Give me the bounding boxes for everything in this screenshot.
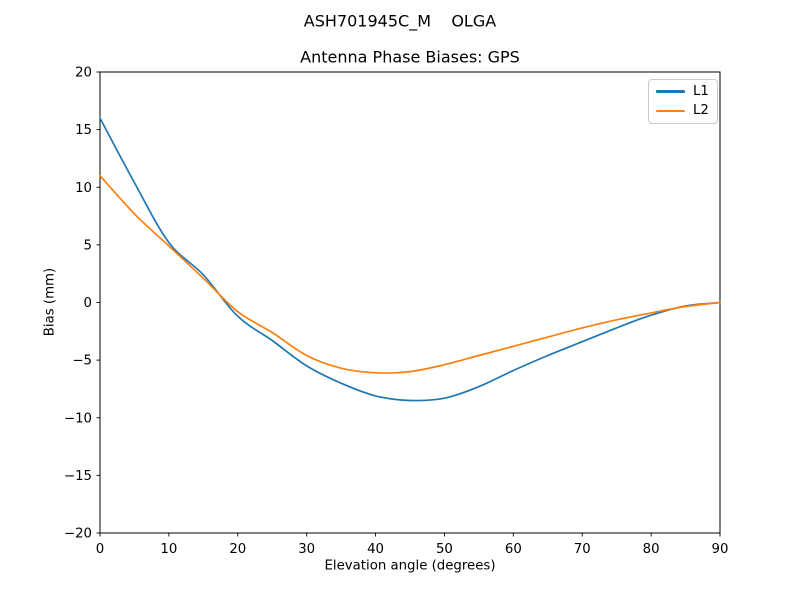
legend-label-l2: L2: [693, 103, 709, 119]
x-tick-label: 0: [96, 542, 104, 557]
axes-title: Antenna Phase Biases: GPS: [300, 47, 520, 67]
legend-label-l1: L1: [693, 84, 709, 99]
x-tick-label: 80: [643, 542, 660, 557]
x-tick-label: 10: [160, 542, 177, 557]
y-axis-label: Bias (mm): [42, 267, 58, 337]
x-tick-label: 40: [367, 542, 384, 557]
y-tick-label: 20: [75, 66, 92, 81]
y-tick-label: −10: [64, 411, 92, 426]
y-tick-label: −5: [72, 354, 92, 369]
x-tick-label: 50: [436, 542, 453, 557]
y-tick-label: 15: [75, 123, 92, 138]
legend-item-l1: L1: [656, 85, 709, 98]
y-tick-label: −15: [64, 469, 92, 484]
x-tick-label: 30: [298, 542, 315, 557]
y-tick-label: 5: [84, 238, 92, 253]
x-tick-label: 20: [229, 542, 246, 557]
l2-curve: [99, 174, 721, 374]
y-tick-label: 0: [84, 296, 92, 311]
x-tick-label: 70: [574, 542, 591, 557]
x-axis-label: Elevation angle (degrees): [324, 558, 496, 574]
x-tick-label: 90: [712, 542, 729, 557]
y-tick-label: −20: [64, 527, 92, 542]
legend: L1 L2: [648, 79, 718, 124]
legend-item-l2: L2: [656, 103, 709, 119]
x-tick-label: 60: [505, 542, 522, 557]
l1-curve: [99, 117, 721, 402]
l1-line-swatch: [656, 90, 685, 93]
axes-spines: [99, 71, 721, 534]
figure-suptitle: ASH701945C_M OLGA: [303, 11, 497, 31]
y-tick-label: 10: [75, 181, 92, 196]
l2-line-swatch: [656, 109, 685, 113]
